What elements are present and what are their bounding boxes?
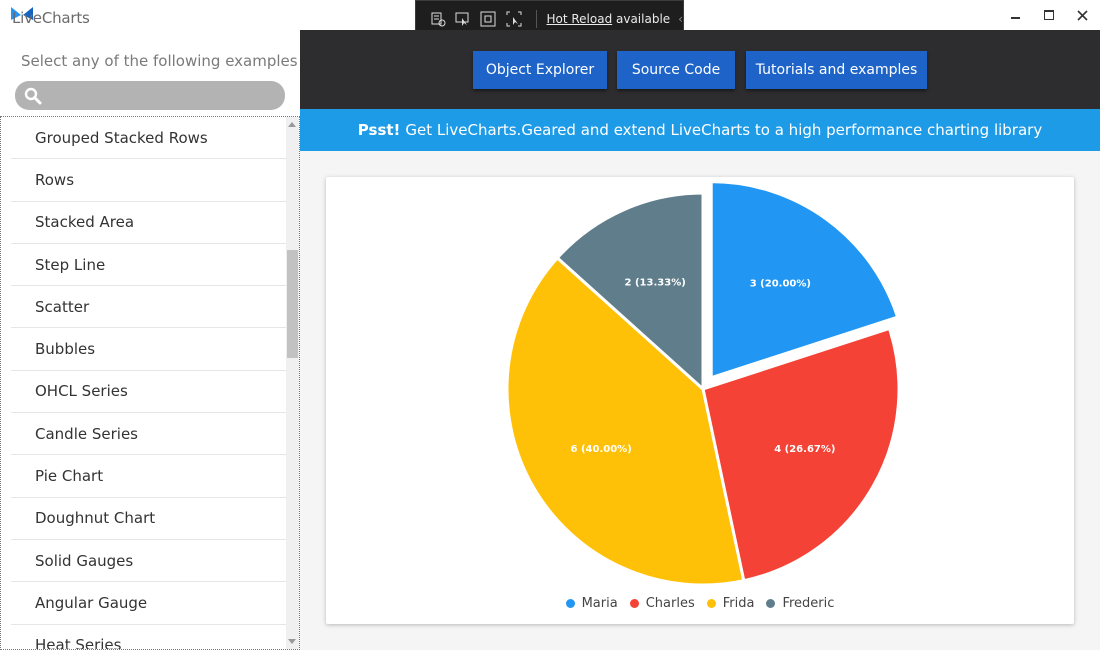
sidebar-caption: Select any of the following examples <box>21 52 298 70</box>
legend-label-frederic: Frederic <box>782 596 835 611</box>
hot-reload-status: Hot Reload available <box>546 12 670 26</box>
list-item-stacked-area[interactable]: Stacked Area <box>11 202 287 244</box>
app-logo-text: LiveCharts <box>12 9 90 27</box>
list-item-step-line[interactable]: Step Line <box>11 244 287 287</box>
list-item-pie-chart[interactable]: Pie Chart <box>11 455 287 498</box>
live-tree-icon[interactable] <box>428 9 447 29</box>
hot-reload-link[interactable]: Hot Reload <box>546 12 613 26</box>
list-item-heat-series[interactable]: Heat Series <box>11 625 287 649</box>
pie-label-charles: 4 (26.67%) <box>774 444 835 455</box>
pie-label-frederic: 2 (13.33%) <box>625 278 686 289</box>
main-toolbar: Object Explorer Source Code Tutorials an… <box>300 30 1100 109</box>
minimize-button[interactable] <box>999 2 1033 28</box>
display-adorners-icon[interactable] <box>479 9 498 29</box>
examples-list: Grouped Stacked Rows Rows Stacked Area S… <box>0 116 300 650</box>
pie-label-frida: 6 (40.00%) <box>571 444 632 455</box>
toolbar-separator <box>535 10 537 28</box>
list-item-candle-series[interactable]: Candle Series <box>11 413 287 456</box>
minimize-icon <box>1011 17 1020 19</box>
pie-slice-maria[interactable] <box>709 180 900 380</box>
pie-slice-charles[interactable] <box>701 326 901 583</box>
list-item-grouped-stacked-rows[interactable]: Grouped Stacked Rows <box>11 117 287 160</box>
search-icon <box>24 87 42 105</box>
maximize-button[interactable] <box>1032 2 1066 28</box>
list-item-bubbles[interactable]: Bubbles <box>11 328 287 371</box>
legend-dot-charles <box>629 599 639 608</box>
legend-item-maria: Maria <box>565 596 618 611</box>
source-code-button[interactable]: Source Code <box>617 51 735 89</box>
pie-slice-frederic[interactable] <box>555 191 705 393</box>
scroll-down-icon[interactable] <box>288 639 296 644</box>
hot-reload-status-text: available <box>612 12 671 26</box>
legend-label-maria: Maria <box>581 596 618 611</box>
track-focus-icon[interactable] <box>504 9 523 29</box>
pie-chart: 3 (20.00%) 4 (26.67%) 6 (40.00%) 2 (13.33%) <box>505 180 901 587</box>
content-area: 3 (20.00%) 4 (26.67%) 6 (40.00%) 2 (13.33%)… <box>300 151 1100 650</box>
chart-card: 3 (20.00%) 4 (26.67%) 6 (40.00%) 2 (13.33%)… <box>326 177 1074 624</box>
list-item-rows[interactable]: Rows <box>11 159 287 202</box>
legend-dot-frida <box>706 599 716 608</box>
legend-item-frederic: Frederic <box>766 596 834 611</box>
app-logo: LiveCharts <box>8 4 90 30</box>
search-box[interactable] <box>15 81 285 110</box>
list-item-scatter[interactable]: Scatter <box>11 286 287 329</box>
banner-text: Get LiveCharts.Geared and extend LiveCha… <box>405 121 1043 139</box>
chevron-left-icon[interactable]: ‹ <box>678 12 683 26</box>
legend-dot-maria <box>565 599 575 608</box>
pie-label-maria: 3 (20.00%) <box>750 279 811 290</box>
tutorials-button[interactable]: Tutorials and examples <box>746 51 927 89</box>
chart-legend: Maria Charles Frida Frederic <box>326 596 1074 611</box>
select-element-icon[interactable] <box>453 9 472 29</box>
close-button[interactable] <box>1065 2 1099 28</box>
hot-reload-toolbar: Hot Reload available ‹ <box>415 0 684 38</box>
list-item-angular-gauge[interactable]: Angular Gauge <box>11 582 287 625</box>
search-input[interactable] <box>51 85 275 106</box>
maximize-icon <box>1044 10 1054 20</box>
legend-label-frida: Frida <box>722 596 755 611</box>
list-item-doughnut-chart[interactable]: Doughnut Chart <box>11 498 287 540</box>
legend-item-charles: Charles <box>629 596 695 611</box>
list-scrollbar[interactable] <box>286 117 299 649</box>
scroll-thumb[interactable] <box>287 250 298 358</box>
close-icon <box>1076 9 1088 21</box>
scroll-up-icon[interactable] <box>288 122 296 127</box>
legend-item-frida: Frida <box>706 596 755 611</box>
object-explorer-button[interactable]: Object Explorer <box>473 51 607 89</box>
banner-bold: Psst! <box>357 121 401 139</box>
pie-slice-frida[interactable] <box>505 255 746 587</box>
examples-sidebar: Select any of the following examples Gro… <box>0 40 300 650</box>
legend-label-charles: Charles <box>645 596 695 611</box>
list-item-ohcl-series[interactable]: OHCL Series <box>11 371 287 414</box>
promo-banner[interactable]: Psst! Get LiveCharts.Geared and extend L… <box>300 109 1100 151</box>
legend-dot-frederic <box>766 599 776 608</box>
list-item-solid-gauges[interactable]: Solid Gauges <box>11 540 287 583</box>
livecharts-logo-icon <box>11 7 33 20</box>
